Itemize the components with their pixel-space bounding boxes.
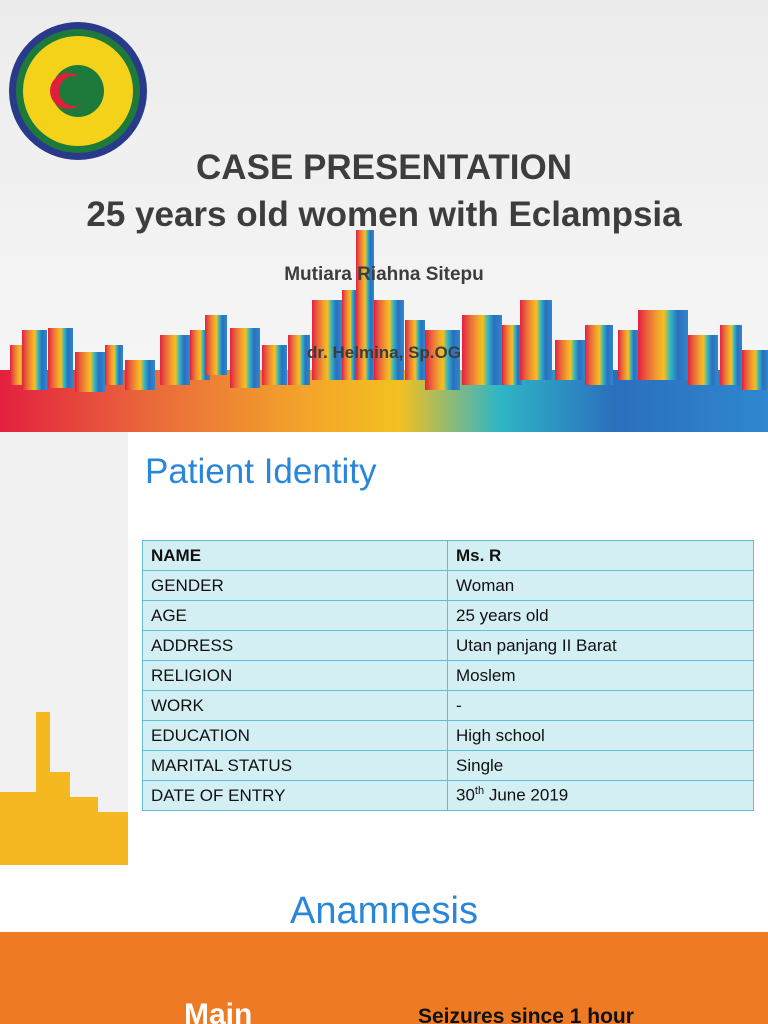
table-cell: 25 years old [447, 600, 754, 631]
title: CASE PRESENTATION [196, 148, 572, 187]
table-cell: EDUCATION [142, 720, 448, 751]
heading: Patient Identity [145, 452, 377, 491]
table-cell: MARITAL STATUS [142, 750, 448, 781]
supervisor: dr. Helmina, Sp.OG [307, 343, 461, 362]
author: Mutiara Riahna Sitepu [284, 264, 484, 285]
title-slide: CASE PRESENTATION 25 years old women wit… [0, 0, 768, 432]
skyline [0, 712, 128, 865]
table-cell: Single [447, 750, 754, 781]
table-cell: Ms. R [447, 540, 754, 571]
table-row: GENDER Woman [142, 570, 754, 601]
identity-slide: Patient Identity NAME Ms. R GENDER Woman AGE… [0, 432, 768, 865]
table-cell: DATE OF ENTRY [142, 780, 448, 811]
day: 30 [456, 785, 475, 805]
subtitle: 25 years old women with Eclampsia [86, 195, 682, 234]
table-cell: Moslem [447, 660, 754, 691]
anamnesis-slide: Anamnesis Main Seizures since 1 hour [0, 865, 768, 1024]
table-cell: RELIGION [142, 660, 448, 691]
table-cell: - [447, 690, 754, 721]
table-cell: Woman [447, 570, 754, 601]
table-cell: Utan panjang II Barat [447, 630, 754, 661]
identity-table: NAME Ms. R GENDER Woman AGE 25 years old ADDRE… [142, 540, 754, 811]
table-cell: NAME [142, 540, 448, 571]
table-cell: WORK [142, 690, 448, 721]
table-row: RELIGION Moslem [142, 660, 754, 691]
table-row: WORK - [142, 690, 754, 721]
table-cell: GENDER [142, 570, 448, 601]
table-row: AGE 25 years old [142, 600, 754, 631]
rest: June 2019 [488, 785, 569, 805]
table-row: MARITAL STATUS Single [142, 750, 754, 781]
suffix: th [474, 785, 485, 798]
table-row: NAME Ms. R [142, 540, 754, 571]
table-row: EDUCATION High school [142, 720, 754, 751]
label: Main [184, 998, 253, 1024]
table-row: ADDRESS Utan panjang II Barat [142, 630, 754, 661]
table-cell: ADDRESS [142, 630, 448, 661]
text: Seizures since 1 hour [418, 1005, 634, 1024]
skyline [0, 230, 768, 432]
table-row: DATE OF ENTRY 30th June 2019 [142, 780, 754, 811]
table-cell: High school [447, 720, 754, 751]
orange-band: Main Seizures since 1 hour [0, 932, 768, 1024]
table-cell: AGE [142, 600, 448, 631]
table-cell: 30th June 2019 [447, 780, 754, 811]
logo [9, 22, 147, 160]
heading: Anamnesis [290, 890, 478, 932]
